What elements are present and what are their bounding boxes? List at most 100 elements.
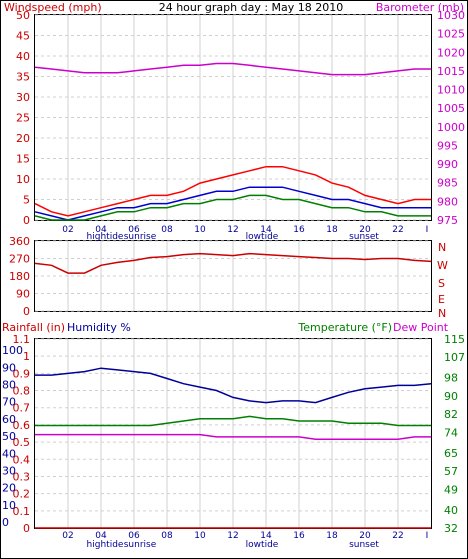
temperature-y-tick-82: 82: [444, 408, 458, 421]
humidity-y-tick-90: 90: [2, 361, 16, 374]
event-lowtide-top: lowtide: [246, 232, 279, 242]
temperature-y-tick-98: 98: [444, 372, 458, 385]
x-tick-label-bottom-10: 10: [194, 531, 206, 541]
rain-y-tick-0.1: 0.1: [13, 505, 31, 518]
event-sunrise-top: sunrise: [124, 232, 157, 242]
x-tick-label-top-04: 04: [95, 225, 107, 235]
temperature-axis-label: Temperature (°F): [297, 321, 392, 334]
rain-y-tick-0.4: 0.4: [13, 453, 31, 466]
direction-label-n-bottom: N: [438, 307, 446, 320]
humidity-y-tick-50: 50: [2, 430, 16, 443]
barometer-y-tick-990: 990: [437, 158, 458, 171]
barometer-y-tick-1000: 1000: [437, 121, 465, 134]
event-lowtide-bottom: lowtide: [246, 540, 279, 550]
x-tick-label-top-16: 16: [293, 225, 305, 235]
barometer-y-tick-1025: 1025: [437, 28, 465, 41]
barometer-y-tick-975: 975: [437, 214, 458, 227]
x-tick-label-top-02: 02: [62, 225, 73, 235]
temperature-y-tick-32: 32: [444, 522, 458, 535]
barometer-y-tick-1020: 1020: [437, 46, 465, 59]
barometer-y-tick-1010: 1010: [437, 84, 465, 97]
rain-y-tick-0.5: 0.5: [13, 436, 31, 449]
humidity-y-tick-70: 70: [2, 396, 16, 409]
humidity-y-tick-20: 20: [2, 482, 16, 495]
direction-y-tick-360: 360: [9, 235, 30, 248]
wind-y-tick-50: 50: [16, 9, 30, 22]
direction-label-w: W: [437, 259, 448, 272]
humidity-y-tick-0: 0: [2, 516, 9, 529]
x-tick-label-bottom-22: 22: [392, 531, 403, 541]
barometer-axis-label: Barometer (mb): [376, 1, 464, 14]
temperature-y-tick-49: 49: [444, 483, 458, 496]
rain-y-tick-0.2: 0.2: [13, 488, 31, 501]
humidity-axis-label: Humidity %: [67, 321, 131, 334]
direction-y-tick-180: 180: [9, 270, 30, 283]
x-tick-label-bottom-06: 06: [128, 531, 140, 541]
windspeed-axis-label: Windspeed (mph): [4, 1, 102, 14]
temperature-y-tick-40: 40: [444, 504, 458, 517]
x-tick-label-top-18: 18: [326, 225, 338, 235]
rain-y-tick-0.7: 0.7: [13, 402, 31, 415]
wind-y-tick-15: 15: [16, 153, 30, 166]
wind-y-tick-5: 5: [23, 194, 30, 207]
humidity-y-tick-60: 60: [2, 413, 16, 426]
x-tick-label-bottom-12: 12: [227, 531, 238, 541]
weather-series-line-1: [35, 415, 431, 427]
event-sunset-bottom: sunset: [349, 540, 379, 550]
direction-label-e: E: [438, 293, 445, 306]
event-sunset-top: sunset: [349, 232, 379, 242]
rain-y-tick-1: 1: [23, 350, 30, 363]
wind-series-line-3: [34, 62, 431, 76]
rain-y-tick-0.8: 0.8: [13, 385, 31, 398]
humidity-y-tick-80: 80: [2, 379, 16, 392]
temperature-y-tick-65: 65: [444, 447, 458, 460]
humidity-y-tick-100: 100: [2, 344, 23, 357]
direction-y-tick-90: 90: [16, 288, 30, 301]
humidity-y-tick-10: 10: [2, 499, 16, 512]
rain-y-tick-0.9: 0.9: [13, 367, 31, 380]
x-tick-label-bottom-14: 14: [260, 531, 272, 541]
rain-y-tick-0.3: 0.3: [13, 470, 31, 483]
wind-series-line-0: [34, 165, 431, 217]
temperature-y-tick-90: 90: [444, 390, 458, 403]
x-end-tick-bottom: I: [426, 531, 429, 541]
x-tick-label-top-08: 08: [161, 225, 173, 235]
direction-label-s: S: [438, 277, 445, 290]
x-tick-label-top-12: 12: [227, 225, 238, 235]
x-tick-label-bottom-02: 02: [62, 531, 73, 541]
barometer-y-tick-1030: 1030: [437, 9, 465, 22]
weather-series-line-2: [35, 433, 431, 440]
x-tick-label-bottom-18: 18: [326, 531, 338, 541]
x-end-tick-top: I: [426, 225, 429, 235]
x-tick-label-bottom-08: 08: [161, 531, 173, 541]
direction-label-n-top: N: [438, 241, 446, 254]
x-tick-label-top-10: 10: [194, 225, 206, 235]
wind-y-tick-40: 40: [16, 50, 30, 63]
x-tick-label-top-22: 22: [392, 225, 403, 235]
barometer-y-tick-995: 995: [437, 139, 458, 152]
wind-y-tick-10: 10: [16, 173, 30, 186]
rain-y-tick-0.6: 0.6: [13, 419, 31, 432]
barometer-y-tick-1015: 1015: [437, 65, 465, 78]
temperature-y-tick-107: 107: [444, 351, 465, 364]
dewpoint-axis-label: Dew Point: [393, 321, 449, 334]
event-hightide-bottom: hightide: [87, 540, 124, 550]
direction-y-tick-0: 0: [23, 305, 30, 318]
wind-y-tick-30: 30: [16, 91, 30, 104]
tick-labels: 0202040406060808101012121414161618182020…: [2, 9, 465, 541]
wind-series-line-1: [34, 186, 431, 221]
x-tick-label-bottom-20: 20: [359, 531, 371, 541]
barometer-y-tick-985: 985: [437, 177, 458, 190]
wind-y-tick-0: 0: [23, 214, 30, 227]
wind-y-tick-20: 20: [16, 132, 30, 145]
event-hightide-top: hightide: [87, 232, 124, 242]
rainfall-axis-label: Rainfall (in): [2, 321, 65, 334]
x-tick-label-top-14: 14: [260, 225, 272, 235]
direction-y-tick-270: 270: [9, 253, 30, 266]
barometer-y-tick-980: 980: [437, 195, 458, 208]
x-tick-label-top-06: 06: [128, 225, 140, 235]
weather-series-line-0: [35, 367, 432, 404]
x-tick-label-top-20: 20: [359, 225, 371, 235]
wind-series-line-2: [34, 194, 431, 221]
